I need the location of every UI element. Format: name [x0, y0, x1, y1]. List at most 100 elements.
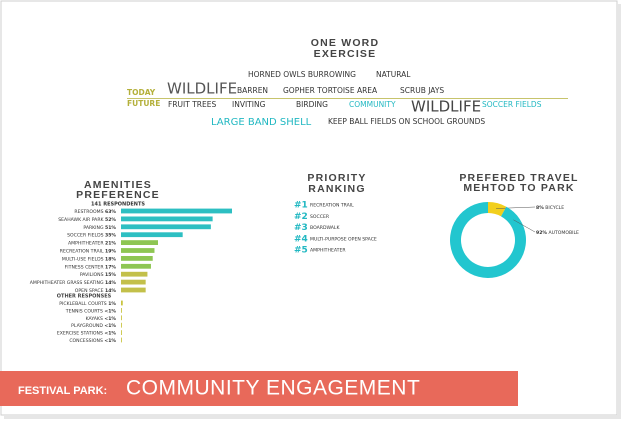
value-label: 52%: [105, 216, 116, 222]
bar: [121, 224, 211, 230]
chart-title: MEHTOD TO PARK: [463, 182, 574, 194]
bar-label: AMPHITHEATER GRASS SEATING 14%: [30, 280, 117, 286]
category: PAVILIONS: [80, 272, 104, 278]
rank-label: AMPHITHEATER: [310, 248, 346, 254]
value-label: <1%: [104, 308, 116, 314]
word: FRUIT TREES: [168, 100, 216, 109]
bar: [121, 322, 122, 328]
category: FITNESS CENTER: [65, 264, 105, 270]
bar-label: SOCCER FIELDS 35%: [67, 232, 116, 238]
word: COMMUNITY: [349, 100, 396, 109]
category: TENNIS COURTS: [65, 308, 103, 314]
chart-title: AMENITIES: [84, 179, 152, 191]
chart-title: PREFERENCE: [76, 189, 160, 201]
bar: [121, 300, 123, 306]
bar: [121, 279, 146, 285]
word: BIRDING: [296, 100, 328, 109]
word: SCRUB JAYS: [400, 86, 444, 95]
bar-label: RECREATION TRAIL 19%: [60, 248, 117, 254]
chart-title: PREFERED TRAVEL: [459, 172, 578, 184]
donut-slice: [488, 201, 507, 217]
bar: [121, 330, 122, 335]
category: KAYAKS: [86, 315, 103, 321]
category: EXERCISE STATIONS: [57, 330, 103, 336]
category: BICYCLE: [545, 205, 564, 211]
banner: [0, 371, 518, 406]
bar: [121, 315, 122, 321]
chart-subtitle: OTHER RESPONSES: [57, 294, 112, 300]
shadow: [4, 415, 621, 419]
banner-label: FESTIVAL PARK:: [18, 385, 107, 397]
rank-label: BOARDWALK: [310, 225, 340, 231]
value-label: 8%: [536, 205, 544, 211]
word: WILDLIFE: [411, 98, 481, 116]
category: SOCCER FIELDS: [67, 232, 103, 238]
section-title: ONE WORD: [311, 37, 380, 49]
bar-label: TENNIS COURTS <1%: [65, 308, 117, 314]
word: HORNED OWLS BURROWING: [248, 70, 356, 79]
bar: [121, 271, 148, 277]
word: NATURAL: [376, 70, 411, 79]
category: CONCESSIONS: [69, 338, 103, 344]
slice-label: 92% AUTOMOBILE: [536, 230, 579, 236]
bar: [121, 263, 151, 269]
category: OPEN SPACE: [75, 288, 104, 294]
category: MULTI-USE FIELDS: [62, 256, 104, 262]
value-label: 18%: [105, 256, 116, 262]
leader-line: [496, 206, 536, 209]
bar-label: CONCESSIONS <1%: [69, 338, 116, 344]
category: AUTOMOBILE: [548, 230, 579, 236]
bar-label: OPEN SPACE 14%: [75, 288, 117, 294]
category: PLAYGROUND: [71, 323, 103, 329]
value-label: 63%: [105, 209, 116, 215]
category: AMPHITHEATER: [68, 240, 104, 246]
category: SEAHAWK AIR PARK: [58, 216, 104, 222]
frame: [0, 0, 618, 416]
word: WILDLIFE: [167, 80, 237, 98]
leader-line: [513, 219, 536, 233]
rank: #2: [294, 212, 308, 222]
row-label: TODAY: [127, 88, 156, 97]
rank-label: RECREATION TRAIL: [310, 203, 354, 209]
value-label: 19%: [105, 248, 116, 254]
bar: [121, 208, 232, 214]
word: INVITING: [232, 100, 266, 109]
bar-label: PLAYGROUND <1%: [71, 323, 116, 329]
value-label: <1%: [104, 315, 116, 321]
value-label: 14%: [105, 280, 116, 286]
section-title: PRIORITY: [307, 172, 366, 184]
shadow: [617, 4, 621, 418]
bar: [121, 287, 146, 293]
value-label: 21%: [105, 240, 116, 246]
category: PICKLEBALL COURTS: [59, 301, 107, 307]
rank: #5: [294, 246, 308, 256]
word: BARREN: [237, 86, 268, 95]
bar-label: EXERCISE STATIONS <1%: [57, 330, 117, 336]
bar: [121, 232, 183, 238]
value-label: 15%: [105, 272, 116, 278]
banner-title: COMMUNITY ENGAGEMENT: [126, 377, 420, 400]
bar: [121, 240, 158, 245]
category: RECREATION TRAIL: [60, 248, 104, 254]
bar: [121, 216, 213, 222]
value-label: 14%: [105, 288, 116, 294]
value-label: 51%: [105, 224, 116, 230]
value-label: 1%: [108, 301, 116, 307]
row-label: FUTURE: [127, 99, 160, 108]
rank: #4: [294, 234, 308, 244]
category: PARKING: [83, 224, 104, 230]
word: GOPHER TORTOISE AREA: [283, 86, 378, 95]
bar-label: PARKING 51%: [83, 224, 116, 230]
rank: #3: [294, 223, 308, 233]
bar-label: FITNESS CENTER 17%: [65, 264, 117, 270]
bar: [121, 256, 153, 261]
value-label: 92%: [536, 230, 547, 236]
category: RESTROOMS: [74, 209, 103, 215]
bar-label: PAVILIONS 15%: [80, 272, 117, 278]
word: SOCCER FIELDS: [482, 100, 542, 109]
value-label: 35%: [105, 232, 116, 238]
rank-label: MULTI-PURPOSE OPEN SPACE: [310, 236, 377, 242]
value-label: <1%: [104, 330, 116, 336]
bar: [121, 337, 122, 343]
